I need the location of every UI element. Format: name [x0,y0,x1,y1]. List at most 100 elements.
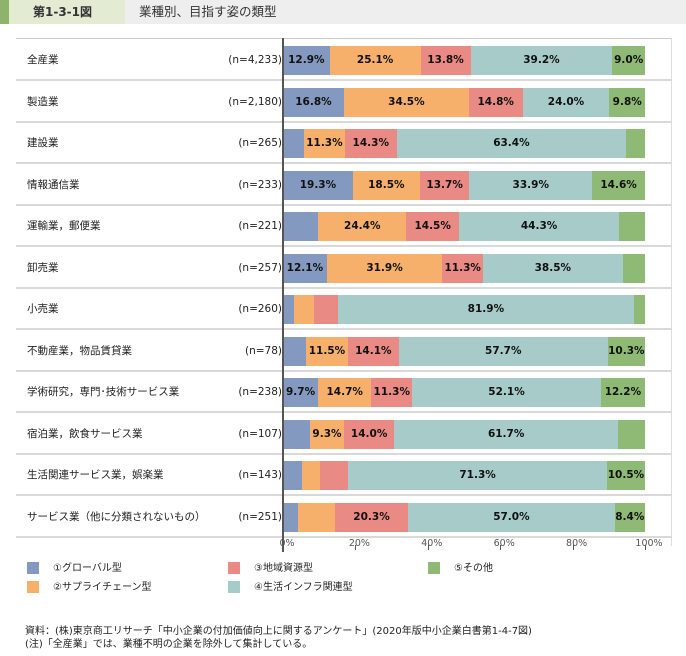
bar-segment-series-3 [319,461,349,490]
bar-segment-series-5 [617,419,645,449]
category-label: 学術研究，専門･技術サービス業 [27,386,180,398]
bar-segment-series-3 [313,295,338,324]
data-label: 24.0% [547,95,585,108]
chart-right-border [671,38,672,546]
legend-item: ④生活インフラ関連型 [228,581,353,595]
chart-row: 生活関連サービス業，娯楽業 (n=143) 71.3% 10.5% [16,455,672,496]
row-separator [16,162,672,164]
data-label: 63.4% [493,137,530,149]
x-tick-label: 60% [493,538,515,549]
bar-segment-series-2: 31.9% [326,253,443,283]
row-separator [16,494,672,496]
data-label: 14.7% [326,386,363,398]
category-label: 生活関連サービス業，娯楽業 [27,469,164,481]
legend-label: ①グローバル型 [53,563,122,574]
sample-size-label: (n=238) [238,386,282,398]
category-label: 不動産業，物品賃貸業 [27,344,132,357]
stacked-bar: 81.9% [283,295,645,324]
legend-item: ③地域資源型 [228,562,313,576]
data-label: 33.9% [512,178,549,191]
bar-segment-series-2: 18.5% [352,170,420,200]
bar-segment-series-2: 24.4% [318,212,407,241]
data-label: 81.9% [467,303,505,315]
data-label: 13.7% [426,178,463,191]
x-tick-label: 40% [421,538,443,549]
x-tick-mark [283,545,284,550]
data-label: 12.9% [288,54,325,66]
stacked-bar: 11.5% 14.1% 57.7% 10.3% [283,336,645,366]
data-label: 24.4% [344,220,381,232]
data-label: 25.1% [356,54,394,66]
bar-segment-series-5 [626,129,645,158]
data-label: 11.3% [306,137,343,149]
stacked-bar: 12.1% 31.9% 11.3% 38.5% [283,253,645,283]
stacked-bar: 71.3% 10.5% [283,461,645,490]
sample-size-label: (n=251) [238,510,282,523]
stacked-bar: 12.9% 25.1% 13.8% 39.2% 9.0% [283,46,645,75]
category-label: 運輸業，郵便業 [27,220,101,232]
sample-size-label: (n=257) [238,261,282,274]
bar-segment-series-3: 14.0% [343,419,395,449]
x-tick-mark [500,545,502,550]
data-label: 14.1% [355,344,392,357]
bar-segment-series-1 [283,461,302,490]
bar-segment-series-2: 25.1% [329,46,421,75]
data-label: 14.3% [352,137,389,149]
bar-segment-series-1 [283,336,307,366]
figure-number: 第1-3-1図 [9,0,125,24]
source-note: 資料：(株)東京商工リサーチ「中小企業の付加価値向上に関するアンケート」(202… [25,626,532,637]
data-label: 11.3% [444,261,481,274]
sample-size-label: (n=265) [238,137,282,149]
legend-label: ②サプライチェーン型 [53,582,152,593]
bar-segment-series-3: 14.8% [468,87,523,117]
bar-segment-series-1 [283,419,311,449]
row-separator [16,369,672,372]
bar-segment-series-4: 44.3% [458,212,620,241]
x-tick-mark [645,545,646,550]
x-tick-label: 0% [279,538,295,549]
stacked-bar: 16.8% 34.5% 14.8% 24.0% 9.8% [283,87,645,117]
bar-segment-series-3: 13.7% [419,170,470,200]
bar-segment-series-3: 14.1% [347,336,399,366]
bar-segment-series-3: 20.3% [334,502,409,532]
data-label: 12.2% [604,386,642,398]
data-label: 9.8% [612,95,642,108]
x-tick-label: 20% [348,538,370,549]
bar-segment-series-1 [283,212,319,241]
data-label: 71.3% [459,469,496,481]
chart-legend: ①グローバル型 ②サプライチェーン型 ③地域資源型 ④生活インフラ関連型 ⑤その他 [0,562,686,602]
data-label: 9.0% [614,54,644,66]
row-separator [16,535,672,538]
sample-size-label: (n=221) [238,220,282,232]
bar-segment-series-5: 14.6% [592,170,645,200]
bar-segment-series-5 [634,295,645,324]
data-label: 10.5% [607,469,645,481]
bar-segment-series-4: 57.0% [408,502,615,532]
bar-segment-series-4: 39.2% [470,46,613,75]
data-label: 9.7% [285,386,316,398]
data-label: 39.2% [523,54,560,66]
sample-size-label: (n=143) [238,469,282,481]
chart-row: サービス業（他に分類されないもの） (n=251) 20.3% 57.0% 8.4% [16,497,672,538]
data-label: 18.5% [368,178,405,191]
bar-segment-series-5: 8.4% [614,502,645,532]
data-label: 14.5% [414,220,451,232]
legend-swatch [428,562,440,574]
chart-row: 小売業 (n=260) 81.9% [16,289,672,330]
stacked-bar: 19.3% 18.5% 13.7% 33.9% 14.6% [283,170,645,200]
chart-row: 運輸業，郵便業 (n=221) 24.4% 14.5% 44.3% [16,206,672,247]
header-accent-bar [0,0,9,24]
sample-size-label: (n=233) [238,178,282,191]
data-label: 10.3% [608,344,645,357]
x-tick-mark [355,545,357,550]
chart-row: 建設業 (n=265) 11.3% 14.3% 63.4% [16,123,672,164]
data-label: 14.6% [600,178,637,191]
bar-segment-series-2 [293,295,314,324]
bar-segment-series-5 [619,212,645,241]
legend-item: ⑤その他 [428,562,493,576]
data-label: 8.4% [615,510,645,523]
data-label: 19.3% [299,178,337,191]
chart-row: 情報通信業 (n=233) 19.3% 18.5% 13.7% 33.9% 14.6% [16,165,672,206]
stacked-bar: 24.4% 14.5% 44.3% [283,212,645,241]
bar-segment-series-3: 11.3% [371,378,413,407]
